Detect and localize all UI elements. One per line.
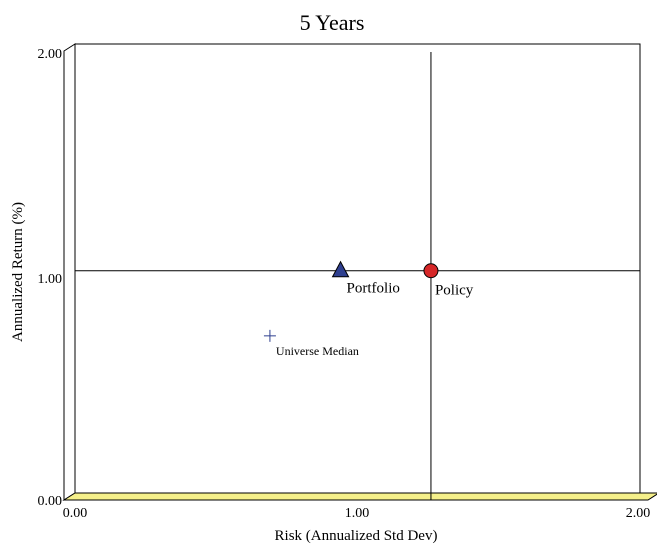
y-axis-label: Annualized Return (%): [10, 202, 26, 342]
policy-label: Policy: [435, 283, 474, 299]
plot-left-wall: [63, 43, 76, 501]
y-tick-label: 0.00: [38, 494, 63, 509]
y-tick-label: 1.00: [38, 272, 63, 287]
chart-title: 5 Years: [300, 10, 365, 35]
x-axis-label: Risk (Annualized Std Dev): [275, 528, 438, 544]
universe-median-label: Universe Median: [276, 344, 359, 358]
x-tick-label: 0.00: [63, 506, 88, 521]
policy-marker: [423, 263, 439, 279]
portfolio-label: Portfolio: [347, 281, 400, 297]
y-tick-label: 2.00: [38, 47, 63, 62]
portfolio-marker: [331, 260, 350, 278]
x-tick-label: 1.00: [345, 506, 370, 521]
plot-back-wall: [74, 43, 641, 494]
x-tick-label: 2.00: [626, 506, 651, 521]
plot-floor: [62, 492, 657, 501]
universe-median-marker: [263, 329, 276, 342]
